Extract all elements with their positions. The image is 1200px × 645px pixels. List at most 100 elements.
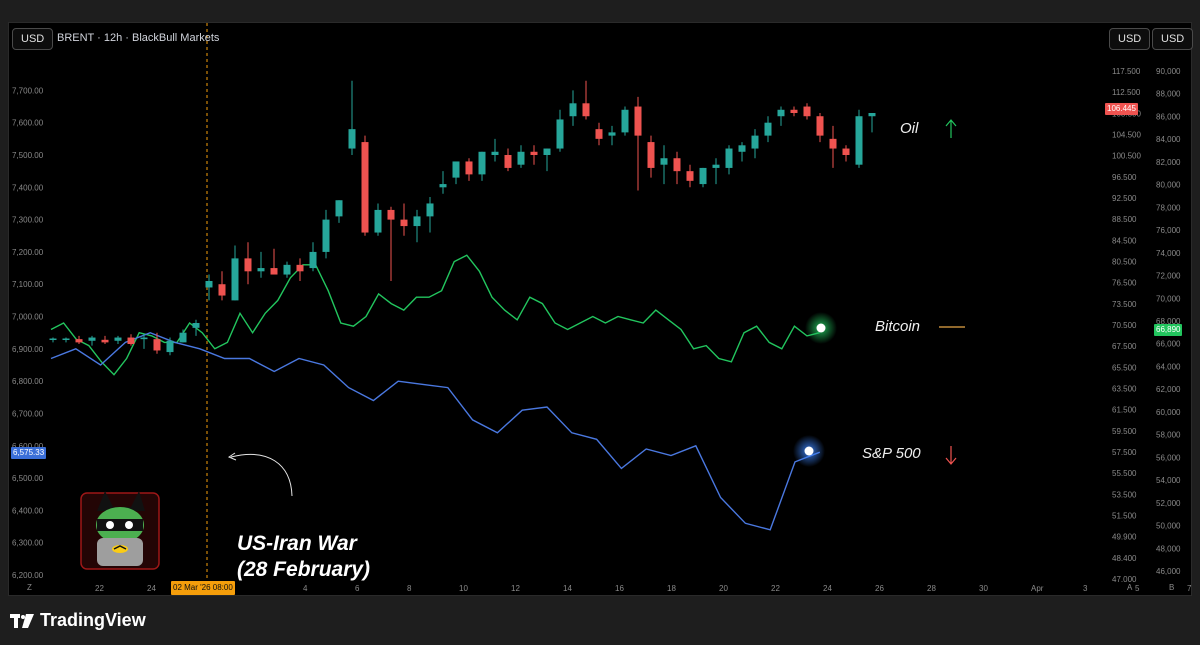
oil-candle <box>114 335 122 344</box>
oil-candle <box>465 158 473 181</box>
oil-candle <box>49 337 57 343</box>
bitcoin-line <box>50 254 820 376</box>
candle-body <box>543 148 551 155</box>
tradingview-logo-text[interactable]: TradingView <box>40 610 146 630</box>
right-inner-tick-label: 84.500 <box>1112 236 1137 245</box>
oil-candle <box>231 245 239 301</box>
candle-body <box>270 268 278 275</box>
oil-candle <box>205 274 213 301</box>
candle-body <box>634 106 642 136</box>
oil-candle <box>179 329 187 343</box>
right-inner-tick-label: 96.500 <box>1112 173 1137 182</box>
candle-body <box>647 142 655 168</box>
candle-body <box>699 167 707 185</box>
right-outer-tick-label: 88,000 <box>1156 90 1181 99</box>
right-inner-tick-label: 67.500 <box>1112 342 1137 351</box>
candle-body <box>595 129 603 139</box>
x-tick-label: 5 <box>1135 584 1140 593</box>
oil-candle <box>751 129 759 159</box>
oil-candle <box>738 142 746 162</box>
right-outer-tick-label: 58,000 <box>1156 431 1181 440</box>
oil-candle <box>478 151 486 181</box>
oil-candle <box>686 164 694 188</box>
oil-candle <box>816 113 824 143</box>
x-tick-label: 22 <box>771 584 780 593</box>
candle-body <box>283 264 291 275</box>
left-axis-ticks: 7,700.00 7,600.00 7,500.00 7,400.00 7,300.00… <box>12 86 44 580</box>
oil-candle <box>270 248 278 275</box>
candle-body <box>764 122 772 136</box>
oil-candle <box>855 109 863 168</box>
oil-candle <box>582 80 590 120</box>
right-axis-outer-ticks: 90,000 88,000 86,000 84,000 82,000 80,000 78,0… <box>1156 67 1181 576</box>
candle-body <box>114 337 122 341</box>
x-tick-label: Apr <box>1031 584 1044 593</box>
sp500-line-group <box>50 331 821 531</box>
oil-candle <box>322 209 330 259</box>
currency-button-right-1[interactable]: USD <box>1109 28 1151 50</box>
candle-body <box>673 158 681 172</box>
currency-button-left[interactable]: USD <box>12 28 54 50</box>
left-tick-label: 7,600.00 <box>12 119 44 128</box>
left-tick-label: 7,400.00 <box>12 183 44 192</box>
war-title: US-Iran War <box>237 532 357 555</box>
chart-legend: BRENT · 12h · BlackBull Markets <box>57 32 220 44</box>
left-tick-label: 6,500.00 <box>12 474 44 483</box>
left-tick-label: 7,700.00 <box>12 86 44 95</box>
candle-body <box>400 219 408 227</box>
oil-candle <box>296 258 304 281</box>
candle-body <box>738 145 746 152</box>
oil-candle <box>491 138 499 162</box>
candle-body <box>309 251 317 269</box>
x-tick-label: 18 <box>667 584 676 593</box>
right-outer-tick-label: 74,000 <box>1156 249 1181 258</box>
x-tick-label: 24 <box>147 584 156 593</box>
right-outer-tick-label: 80,000 <box>1156 181 1181 190</box>
right-outer-tick-label: 46,000 <box>1156 567 1181 576</box>
candle-body <box>374 209 382 233</box>
right-inner-tick-label: 48.400 <box>1112 554 1137 563</box>
oil-candle <box>868 113 876 133</box>
right-inner-tick-label: 53.500 <box>1112 490 1137 499</box>
oil-candle <box>153 332 161 354</box>
candle-body <box>49 338 57 341</box>
oil-candle <box>166 337 174 356</box>
right-outer-tick-label: 52,000 <box>1156 499 1181 508</box>
oil-candle <box>543 148 551 172</box>
left-tick-label: 6,700.00 <box>12 409 44 418</box>
left-tick-label: 7,300.00 <box>12 216 44 225</box>
left-tick-label: 6,900.00 <box>12 345 44 354</box>
right-outer-tick-label: 56,000 <box>1156 453 1181 462</box>
right-inner-tick-label: 63.500 <box>1112 385 1137 394</box>
right-outer-tick-label: 78,000 <box>1156 203 1181 212</box>
candle-body <box>244 258 252 272</box>
oil-candle <box>348 80 356 155</box>
candle-body <box>621 109 629 133</box>
candle-body <box>257 268 265 272</box>
right-inner-tick-label: 59.500 <box>1112 427 1137 436</box>
oil-candle <box>829 125 837 168</box>
candle-body <box>231 258 239 301</box>
oil-candle <box>374 203 382 236</box>
oil-price-tag: 106.445 <box>1105 103 1138 115</box>
oil-candle <box>62 337 70 343</box>
right-outer-tick-label: 84,000 <box>1156 135 1181 144</box>
x-tick-label: 7 <box>1187 584 1192 593</box>
right-outer-tick-label: 72,000 <box>1156 272 1181 281</box>
oil-candle <box>530 145 538 165</box>
x-tick-label: 16 <box>615 584 624 593</box>
left-tick-label: 6,600.00 <box>12 442 44 451</box>
right-inner-tick-label: 92.500 <box>1112 194 1137 203</box>
sp500-dot <box>804 446 814 456</box>
right-inner-tick-label: 70.500 <box>1112 321 1137 330</box>
candle-body <box>803 106 811 117</box>
right-axis-inner-ticks: 117.500112.500108.500104.500100.50096.50… <box>1112 67 1141 584</box>
oil-candle <box>790 106 798 117</box>
currency-button-right-2[interactable]: USD <box>1152 28 1194 50</box>
left-tick-label: 6,800.00 <box>12 377 44 386</box>
x-tick-label: 10 <box>459 584 468 593</box>
oil-candle <box>88 335 96 346</box>
oil-candle <box>361 135 369 236</box>
oil-candle <box>764 116 772 143</box>
candle-body <box>777 109 785 117</box>
